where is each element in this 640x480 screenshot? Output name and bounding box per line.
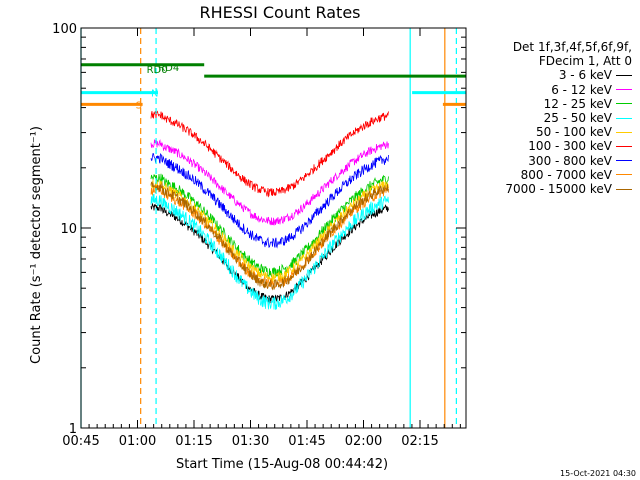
x-tick-label-1: 01:00 <box>119 434 156 449</box>
legend-swatch-1 <box>616 89 632 91</box>
x-tick-label-5: 02:00 <box>345 434 382 449</box>
legend-swatch-3 <box>616 117 632 119</box>
flag-label-0: S <box>136 100 142 111</box>
legend-header-1: Det 1f,3f,4f,5f,6f,9f, <box>512 40 632 54</box>
series-line-5 <box>150 110 389 198</box>
legend-item-0: 3 - 6 keV <box>472 68 632 82</box>
legend-item-2: 12 - 25 keV <box>472 97 632 111</box>
plot-frame <box>80 27 467 429</box>
legend-swatch-0 <box>616 75 632 76</box>
legend-header-2: FDecim 1, Att 0 <box>538 54 632 69</box>
y-axis-label: Count Rate (s⁻¹ detector segment⁻¹) <box>29 126 44 364</box>
legend-label-4: 50 - 100 keV <box>535 125 612 140</box>
x-tick-label-4: 01:45 <box>288 434 325 449</box>
legend-label-2: 12 - 25 keV <box>543 96 612 111</box>
legend-swatch-8 <box>616 188 632 190</box>
legend-label-7: 800 - 7000 keV <box>520 167 612 182</box>
legend-swatch-7 <box>616 174 632 176</box>
flag-label-1: N <box>151 89 158 100</box>
legend-item-3: 25 - 50 keV <box>472 111 632 125</box>
x-tick-label-2: 01:15 <box>175 434 212 449</box>
legend-item-1: 6 - 12 keV <box>472 83 632 97</box>
legend-label-0: 3 - 6 keV <box>558 68 612 83</box>
legend-swatch-5 <box>616 146 632 148</box>
legend-label-1: 6 - 12 keV <box>551 82 612 97</box>
legend-item-6: 300 - 800 keV <box>472 154 632 168</box>
series-line-3 <box>150 193 389 310</box>
flag-label-3: RD4 <box>158 63 179 74</box>
y-tick-label-2: 100 <box>52 22 77 37</box>
legend-item-4: 50 - 100 keV <box>472 125 632 139</box>
legend: Det 1f,3f,4f,5f,6f,9f, FDecim 1, Att 0 3… <box>472 40 632 196</box>
legend-items: 3 - 6 keV 6 - 12 keV 12 - 25 keV 25 - 50 ke… <box>472 68 632 196</box>
legend-label-3: 25 - 50 keV <box>543 111 612 126</box>
legend-swatch-4 <box>616 131 632 133</box>
flag-label-2: RD0 <box>147 65 168 76</box>
x-tick-label-0: 00:45 <box>62 434 99 449</box>
legend-label-5: 100 - 300 keV <box>528 139 612 154</box>
legend-swatch-2 <box>616 103 632 105</box>
x-axis-label: Start Time (15-Aug-08 00:44:42) <box>176 457 388 472</box>
y-tick-label-0: 1 <box>69 422 77 437</box>
legend-swatch-6 <box>616 160 632 162</box>
legend-label-6: 300 - 800 keV <box>528 153 612 168</box>
legend-label-8: 7000 - 15000 keV <box>505 182 612 197</box>
legend-item-8: 7000 - 15000 keV <box>472 182 632 196</box>
x-axis: 00:45 01:00 01:15 01:30 01:45 02:00 02:15 <box>62 28 461 449</box>
y-tick-label-1: 10 <box>60 222 77 237</box>
series-line-1 <box>150 139 389 226</box>
chart-title: RHESSI Count Rates <box>200 3 361 22</box>
series-line-8 <box>150 181 389 291</box>
timestamp: 15-Oct-2021 04:30 <box>560 469 636 478</box>
legend-item-7: 800 - 7000 keV <box>472 168 632 182</box>
y-axis: 1 10 100 <box>52 22 466 437</box>
legend-item-5: 100 - 300 keV <box>472 139 632 153</box>
x-tick-label-6: 02:15 <box>401 434 438 449</box>
series-line-0 <box>150 203 389 304</box>
x-tick-label-3: 01:30 <box>232 434 269 449</box>
series-line-6 <box>150 152 389 249</box>
